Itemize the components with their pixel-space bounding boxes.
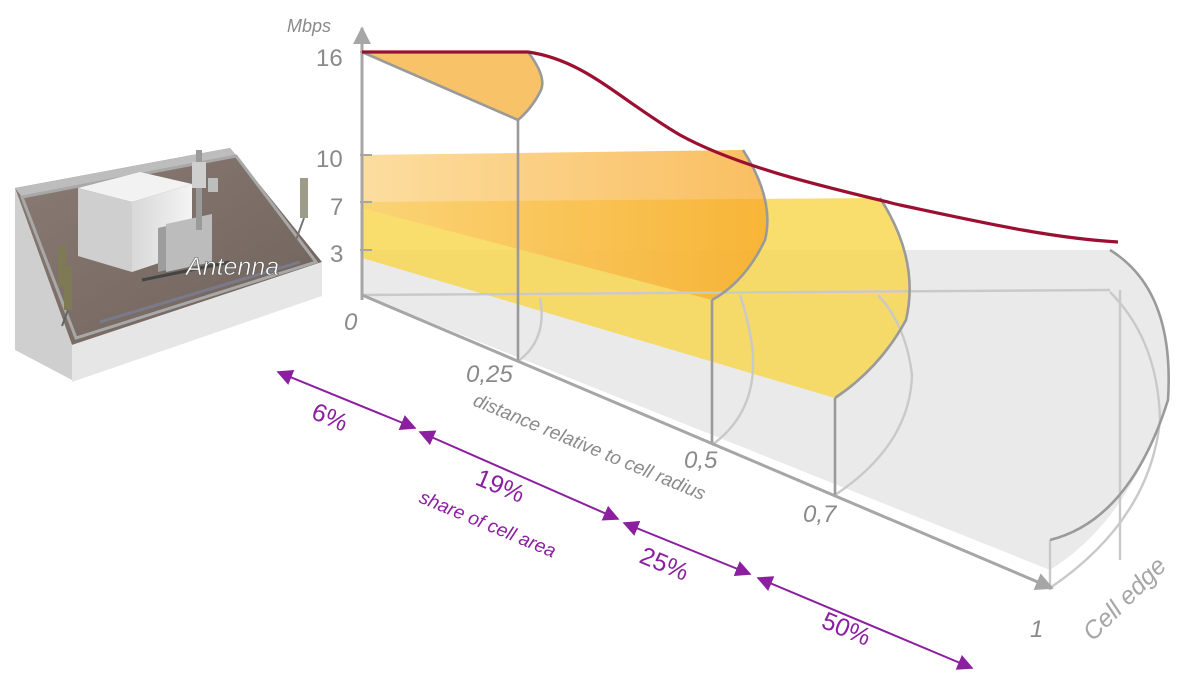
share-arrow-2 bbox=[418, 430, 620, 521]
zone-10mbps bbox=[362, 150, 768, 300]
share-arrow-1 bbox=[276, 370, 417, 430]
y-tick-16: 16 bbox=[316, 45, 343, 72]
share-arrow-3 bbox=[622, 520, 752, 577]
zone-outlines bbox=[361, 50, 1170, 542]
x-axis-line bbox=[361, 293, 1054, 590]
zone-16mbps bbox=[362, 52, 543, 120]
zone-3mbps bbox=[362, 250, 1169, 570]
share-19: 19% bbox=[472, 464, 529, 509]
x-tick-0-5: 0,5 bbox=[684, 447, 718, 474]
x-tick-0-7: 0,7 bbox=[803, 501, 838, 528]
y-axis-unit: Mbps bbox=[287, 16, 331, 36]
share-label: share of cell area bbox=[416, 487, 559, 562]
x-tick-origin: 0 bbox=[344, 309, 358, 336]
share-50: 50% bbox=[818, 607, 875, 652]
share-arrow-4 bbox=[756, 576, 974, 670]
y-tick-3: 3 bbox=[330, 241, 343, 268]
throughput-curve bbox=[362, 50, 1119, 244]
antenna-rooftop-illustration bbox=[15, 148, 322, 382]
y-tick-7: 7 bbox=[330, 194, 343, 221]
share-25: 25% bbox=[636, 542, 693, 587]
cell-edge-label: Cell edge bbox=[1077, 552, 1171, 646]
coverage-zones bbox=[362, 52, 1169, 570]
share-6: 6% bbox=[308, 398, 352, 438]
x-tick-1: 1 bbox=[1030, 616, 1043, 643]
zone-7mbps bbox=[362, 198, 910, 398]
y-tick-10: 10 bbox=[316, 146, 343, 173]
x-tick-0-25: 0,25 bbox=[466, 361, 513, 388]
antenna-label: Antenna bbox=[184, 253, 279, 281]
